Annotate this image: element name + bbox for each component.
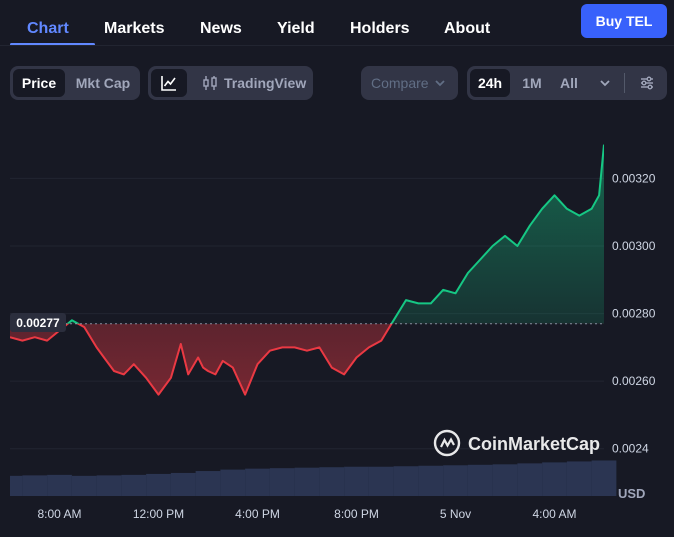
tab-yield[interactable]: Yield: [277, 20, 315, 37]
volume-bar: [96, 475, 122, 496]
volume-bar: [71, 475, 97, 496]
volume-bar: [344, 466, 369, 496]
range-all[interactable]: All: [560, 75, 578, 91]
coinmarketcap-watermark: CoinMarketCap: [433, 429, 600, 457]
volume-bar: [566, 461, 592, 496]
price-line-up: [66, 144, 604, 324]
tab-about[interactable]: About: [444, 20, 491, 37]
y-axis-labels: 0.00320 0.00300 0.00280 0.00260 0.0024: [612, 171, 656, 455]
nav-divider: [0, 45, 674, 46]
x-tick-label: 8:00 AM: [37, 507, 81, 521]
x-tick-label: 5 Nov: [440, 507, 471, 521]
price-tab[interactable]: Price: [13, 69, 65, 97]
chevron-down-icon: [435, 80, 445, 87]
volume-bar: [195, 471, 221, 496]
volume-bar: [368, 466, 394, 496]
y-tick-label: 0.00280: [612, 307, 656, 321]
chart-style-toggle: TradingView: [148, 66, 313, 100]
volume-bar: [294, 467, 320, 496]
tradingview-button[interactable]: TradingView: [192, 69, 310, 97]
currency-label: USD: [618, 486, 645, 501]
volume-bar: [146, 473, 171, 496]
price-line: [10, 144, 604, 396]
volume-bar: [220, 469, 246, 496]
reference-price-label: 0.00277: [10, 313, 66, 332]
tab-chart[interactable]: Chart: [27, 20, 69, 37]
price-area: [10, 144, 604, 395]
volume-bar: [170, 472, 196, 496]
x-tick-label: 4:00 AM: [532, 507, 576, 521]
y-tick-label: 0.00260: [612, 374, 656, 388]
volume-bar: [418, 465, 444, 496]
range-1m[interactable]: 1M: [522, 75, 542, 91]
tab-holders[interactable]: Holders: [350, 20, 410, 37]
buy-button[interactable]: Buy TEL: [581, 4, 667, 38]
area-below-reference: [10, 323, 392, 395]
volume-bars: [10, 460, 617, 496]
volume-bar: [121, 474, 147, 496]
volume-bar: [10, 475, 23, 496]
volume-bar: [443, 465, 468, 496]
x-axis-labels: 8:00 AM 12:00 PM 4:00 PM 8:00 PM 5 Nov 4:00 A…: [37, 507, 576, 521]
volume-bar: [269, 468, 295, 496]
active-tab-indicator: [10, 43, 95, 46]
volume-bar: [319, 467, 345, 496]
y-tick-label: 0.0024: [612, 442, 649, 456]
range-more-dropdown[interactable]: [591, 69, 619, 97]
volume-bar: [492, 464, 518, 496]
volume-bar: [245, 468, 270, 496]
chevron-down-icon: [600, 80, 610, 87]
tab-news[interactable]: News: [200, 20, 242, 37]
reference-price-text: 0.00277: [16, 316, 60, 330]
volume-bar: [467, 464, 493, 496]
reference-label-bg: [10, 313, 66, 332]
range-24h[interactable]: 24h: [470, 69, 510, 97]
coinmarketcap-logo-icon: [433, 429, 461, 457]
volume-bar: [393, 466, 419, 496]
line-chart-icon: [161, 76, 176, 91]
volume-bar: [22, 475, 48, 496]
x-tick-label: 8:00 PM: [334, 507, 379, 521]
compare-dropdown[interactable]: Compare: [361, 66, 458, 100]
volume-bar: [517, 463, 543, 496]
compare-placeholder: Compare: [371, 75, 429, 91]
price-line-down: [10, 323, 393, 396]
x-tick-label: 4:00 PM: [235, 507, 280, 521]
market-cap-tab[interactable]: Mkt Cap: [75, 75, 131, 91]
volume-bar: [591, 460, 617, 496]
top-navigation: Chart Markets News Yield Holders About B…: [0, 0, 674, 46]
x-tick-label: 12:00 PM: [133, 507, 184, 521]
y-tick-label: 0.00300: [612, 239, 656, 253]
tradingview-label: TradingView: [224, 75, 307, 91]
area-above-reference: [10, 144, 604, 324]
watermark-text: CoinMarketCap: [468, 434, 600, 454]
chart-settings-button[interactable]: [631, 69, 663, 97]
tab-markets[interactable]: Markets: [104, 20, 165, 37]
y-tick-label: 0.00320: [612, 171, 656, 185]
settings-sliders-icon: [641, 76, 653, 90]
metric-toggle: Price Mkt Cap: [10, 66, 140, 100]
line-chart-button[interactable]: [151, 69, 187, 97]
volume-bar: [47, 474, 72, 496]
range-toggle: 24h 1M All: [467, 66, 667, 100]
volume-bar: [542, 462, 567, 496]
range-divider: [624, 73, 625, 93]
candlestick-icon: [203, 76, 217, 90]
